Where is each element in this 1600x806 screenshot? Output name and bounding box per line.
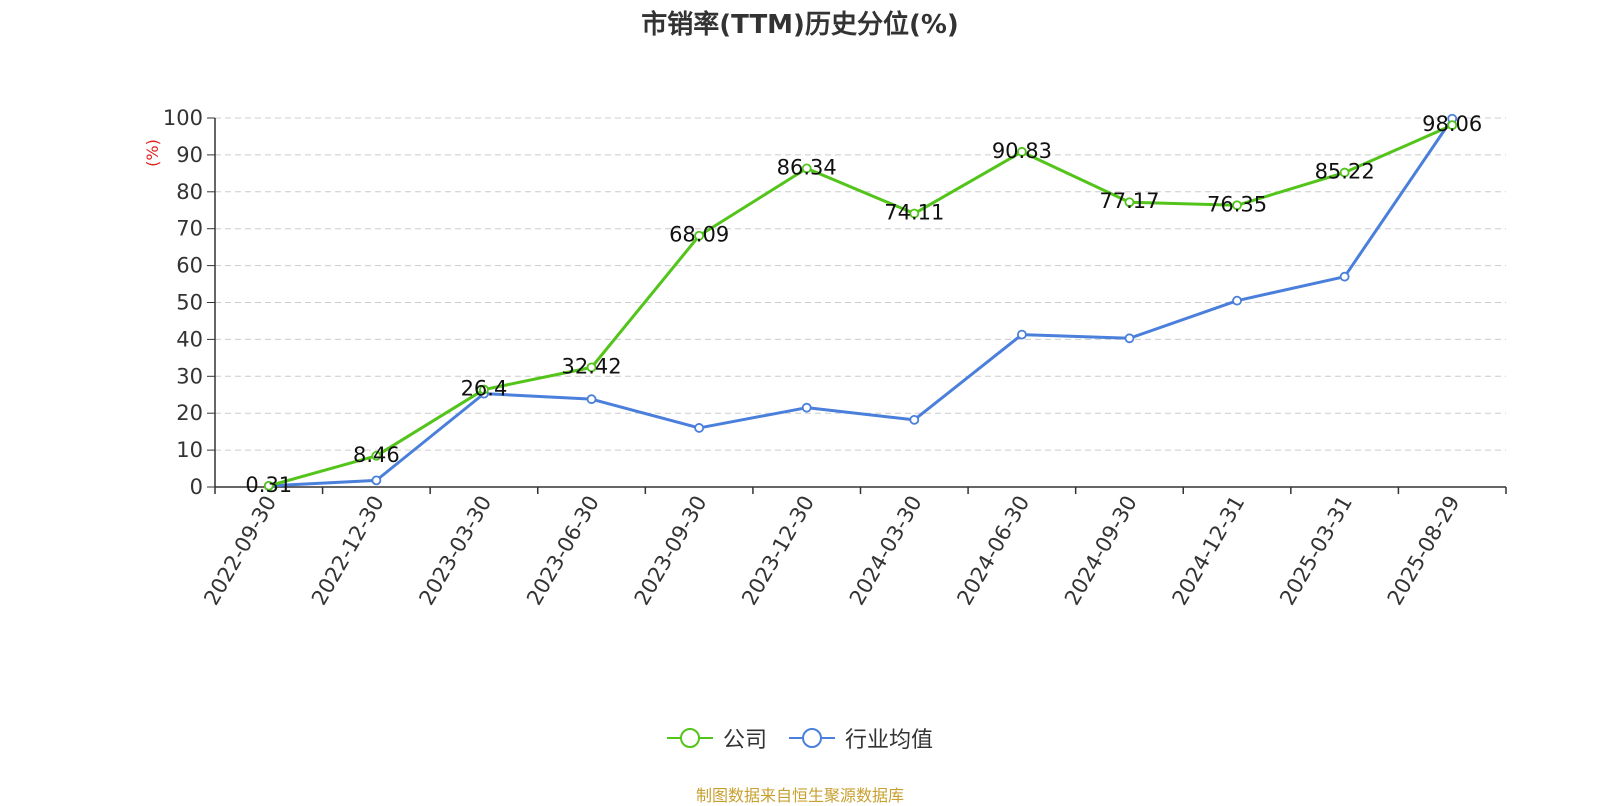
x-tick-label: 2024-09-30 (1060, 492, 1142, 610)
y-tick-label: 60 (176, 254, 203, 278)
data-point[interactable] (1124, 197, 1135, 208)
data-point[interactable] (1016, 146, 1027, 157)
data-point[interactable] (1339, 167, 1350, 178)
legend-label: 公司 (722, 728, 767, 753)
y-tick-label: 30 (176, 364, 203, 388)
data-point[interactable] (479, 384, 489, 395)
data-point[interactable] (586, 394, 597, 405)
data-label: 26.4 (461, 377, 508, 401)
series-line-0 (268, 123, 1453, 488)
y-tick-label: 100 (163, 106, 203, 130)
data-label: 0.31 (245, 473, 292, 497)
data-label: 32.42 (561, 354, 621, 378)
data-label: 90.83 (992, 139, 1052, 163)
legend: 公司 行业均值 (0, 722, 1600, 754)
data-point[interactable] (1339, 271, 1350, 282)
data-label: 98.06 (1422, 112, 1482, 136)
x-tick-label: 2024-03-30 (845, 492, 927, 610)
x-tick-label: 2023-06-30 (522, 492, 604, 610)
data-point[interactable] (801, 402, 812, 413)
chart-title: 市销率(TTM)历史分位(%) (641, 10, 959, 40)
data-point[interactable] (371, 450, 382, 461)
legend-marker-icon (789, 728, 835, 748)
data-point[interactable] (801, 163, 812, 174)
x-tick-label: 2024-12-31 (1168, 492, 1250, 610)
y-tick-label: 70 (176, 217, 203, 241)
x-tick-label: 2025-03-31 (1275, 492, 1357, 610)
data-point[interactable] (1232, 295, 1242, 306)
data-label: 76.35 (1207, 192, 1267, 216)
y-tick-label: 90 (176, 143, 203, 167)
y-tick-label: 40 (176, 327, 203, 351)
legend-item-0[interactable]: 公司 (666, 722, 767, 754)
data-point[interactable] (1232, 200, 1242, 211)
legend-label: 行业均值 (845, 728, 934, 753)
data-point[interactable] (694, 230, 705, 241)
data-labels: 0.31 8.46 26.4 32.42 68.09 86.34 74.11 90.83 77.… (245, 112, 1482, 497)
data-point[interactable] (1447, 120, 1458, 131)
data-label: 8.46 (353, 443, 400, 467)
legend-item-1[interactable]: 行业均值 (789, 722, 933, 754)
series-lines (263, 113, 1458, 491)
series-line-1 (268, 117, 1454, 488)
y-axis-label: (%) (143, 139, 162, 167)
data-point[interactable] (263, 480, 274, 491)
data-point[interactable] (1124, 333, 1135, 344)
x-tick-label: 2024-06-30 (952, 492, 1034, 610)
x-tick-label: 2023-12-30 (737, 492, 819, 610)
data-point[interactable] (371, 475, 382, 486)
x-tick-label: 2023-09-30 (630, 492, 712, 610)
data-point[interactable] (694, 423, 705, 433)
data-point[interactable] (1016, 329, 1027, 340)
x-tick-label: 2023-03-30 (414, 492, 496, 610)
data-label: 85.22 (1315, 160, 1375, 184)
data-label: 74.11 (884, 201, 944, 225)
x-tick-label: 2025-08-29 (1383, 492, 1465, 610)
source-note: 制图数据来自恒生聚源数据库 (695, 786, 904, 805)
y-tick-label: 0 (190, 475, 203, 499)
y-tick-label: 20 (176, 401, 203, 425)
y-tick-label: 80 (176, 180, 203, 204)
y-tick-label: 10 (176, 438, 203, 462)
y-tick-label: 50 (176, 291, 203, 315)
x-tick-label: 2022-09-30 (199, 492, 281, 610)
data-label: 77.17 (1099, 189, 1159, 213)
data-label: 68.09 (669, 223, 729, 247)
data-point[interactable] (586, 362, 597, 373)
x-tick-label: 2022-12-30 (307, 492, 389, 610)
data-point[interactable] (909, 208, 920, 219)
data-label: 86.34 (777, 155, 837, 179)
data-point[interactable] (909, 414, 920, 425)
legend-marker-icon (666, 728, 713, 748)
